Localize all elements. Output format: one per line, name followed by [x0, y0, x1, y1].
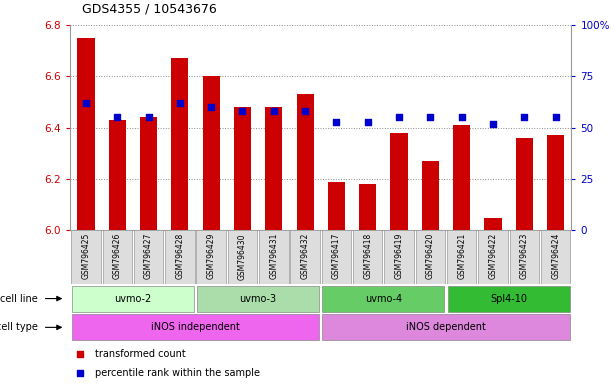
Bar: [322, 230, 351, 284]
Text: GDS4355 / 10543676: GDS4355 / 10543676: [82, 2, 218, 15]
Point: [363, 118, 373, 124]
Bar: [510, 230, 539, 284]
Bar: [78, 38, 95, 230]
Bar: [265, 107, 282, 230]
Text: GSM796432: GSM796432: [301, 233, 310, 280]
Text: GSM796426: GSM796426: [113, 233, 122, 280]
Bar: [547, 136, 564, 230]
Text: percentile rank within the sample: percentile rank within the sample: [95, 368, 260, 379]
Text: GSM796424: GSM796424: [551, 233, 560, 280]
Text: cell line: cell line: [0, 293, 38, 304]
Bar: [359, 184, 376, 230]
Text: GSM796418: GSM796418: [364, 233, 372, 279]
Point: [238, 108, 247, 114]
Point: [551, 114, 560, 121]
Bar: [203, 76, 220, 230]
Bar: [422, 161, 439, 230]
Bar: [103, 230, 132, 284]
Text: cell type: cell type: [0, 322, 38, 333]
Text: GSM796427: GSM796427: [144, 233, 153, 280]
Bar: [234, 107, 251, 230]
Bar: [71, 230, 101, 284]
Text: GSM796429: GSM796429: [207, 233, 216, 280]
Point: [81, 100, 91, 106]
Bar: [323, 314, 569, 340]
Bar: [228, 230, 257, 284]
Text: Spl4-10: Spl4-10: [490, 293, 527, 304]
Point: [144, 114, 153, 121]
Text: uvmo-2: uvmo-2: [114, 293, 152, 304]
Point: [112, 114, 122, 121]
Text: iNOS independent: iNOS independent: [151, 322, 240, 333]
Bar: [541, 230, 570, 284]
Bar: [171, 58, 188, 230]
Bar: [197, 230, 226, 284]
Text: iNOS dependent: iNOS dependent: [406, 322, 486, 333]
Point: [425, 114, 435, 121]
Bar: [259, 230, 288, 284]
Bar: [165, 230, 194, 284]
Text: GSM796428: GSM796428: [175, 233, 185, 279]
Point: [75, 351, 85, 357]
Bar: [415, 230, 445, 284]
Bar: [516, 138, 533, 230]
Bar: [384, 230, 414, 284]
Bar: [323, 286, 444, 311]
Bar: [72, 286, 194, 311]
Bar: [353, 230, 382, 284]
Bar: [328, 182, 345, 230]
Point: [488, 121, 498, 127]
Text: GSM796421: GSM796421: [457, 233, 466, 279]
Bar: [72, 314, 319, 340]
Text: GSM796423: GSM796423: [520, 233, 529, 280]
Bar: [134, 230, 163, 284]
Bar: [296, 94, 313, 230]
Text: GSM796422: GSM796422: [489, 233, 497, 279]
Text: GSM796430: GSM796430: [238, 233, 247, 280]
Point: [269, 108, 279, 114]
Point: [300, 108, 310, 114]
Point: [519, 114, 529, 121]
Bar: [453, 125, 470, 230]
Point: [175, 100, 185, 106]
Text: GSM796431: GSM796431: [269, 233, 278, 280]
Point: [394, 114, 404, 121]
Bar: [478, 230, 508, 284]
Bar: [447, 230, 477, 284]
Bar: [140, 118, 157, 230]
Text: GSM796420: GSM796420: [426, 233, 435, 280]
Point: [457, 114, 467, 121]
Text: GSM796419: GSM796419: [395, 233, 403, 280]
Text: uvmo-3: uvmo-3: [240, 293, 277, 304]
Bar: [485, 218, 502, 230]
Point: [332, 118, 342, 124]
Point: [207, 104, 216, 110]
Bar: [390, 133, 408, 230]
Bar: [448, 286, 569, 311]
Text: GSM796425: GSM796425: [81, 233, 90, 280]
Bar: [197, 286, 319, 311]
Text: GSM796417: GSM796417: [332, 233, 341, 280]
Text: transformed count: transformed count: [95, 349, 186, 359]
Bar: [290, 230, 320, 284]
Point: [75, 370, 85, 376]
Text: uvmo-4: uvmo-4: [365, 293, 402, 304]
Bar: [109, 120, 126, 230]
